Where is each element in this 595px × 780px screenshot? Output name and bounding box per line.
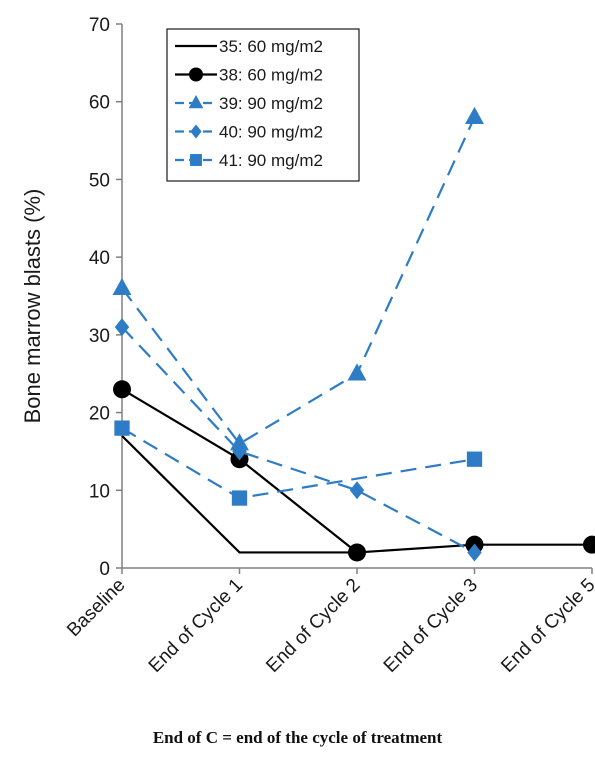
legend: 35: 60 mg/m2 38: 60 mg/m2 39: 90 mg/m2 40: … [166, 28, 360, 182]
legend-marker [190, 124, 202, 139]
y-tick-label: 30 [89, 326, 110, 347]
data-point [348, 543, 366, 562]
series-line [121, 326, 476, 554]
series-line [121, 435, 357, 554]
x-tick-label: End of Cycle 1 [145, 575, 247, 677]
legend-label: 40: 90 mg/m2 [219, 123, 323, 142]
legend-label: 38: 60 mg/m2 [219, 66, 323, 85]
data-point [466, 451, 483, 467]
legend-item: 41: 90 mg/m2 [175, 151, 323, 170]
series-layer [112, 106, 595, 562]
legend-label: 41: 90 mg/m2 [219, 151, 323, 170]
data-point [232, 442, 247, 461]
series-1 [113, 380, 595, 562]
legend-item: 40: 90 mg/m2 [175, 123, 323, 142]
data-point [349, 481, 365, 500]
data-point [583, 535, 595, 554]
data-point [467, 543, 482, 562]
x-tick-label: End of Cycle 2 [262, 575, 364, 677]
legend-item: 39: 90 mg/m2 [175, 94, 323, 113]
data-point [114, 420, 130, 436]
data-point [113, 380, 131, 399]
data-point [231, 490, 248, 506]
legend-item: 35: 60 mg/m2 [175, 37, 323, 56]
legend-marker [188, 94, 204, 109]
series-line [121, 116, 476, 446]
x-tick-label: End of Cycle 5 [497, 575, 595, 677]
y-axis-label: Bone marrow blasts (%) [20, 189, 45, 424]
data-point [347, 363, 367, 381]
data-point [114, 318, 130, 337]
caption: End of C = end of the cycle of treatment [152, 728, 443, 747]
legend-marker [189, 67, 203, 82]
data-point [112, 277, 132, 295]
data-point [465, 106, 484, 125]
legend-marker [190, 154, 202, 166]
y-tick-label: 10 [89, 481, 110, 502]
series-0 [121, 435, 357, 554]
legend-label: 39: 90 mg/m2 [219, 94, 323, 113]
series-4 [114, 420, 483, 506]
y-tick-label: 40 [89, 248, 110, 269]
y-tick-label: 20 [89, 404, 110, 425]
y-tick-label: 0 [99, 559, 110, 580]
y-tick-label: 50 [89, 170, 110, 191]
x-tick-label: End of Cycle 3 [380, 575, 482, 677]
legend-item: 38: 60 mg/m2 [175, 66, 323, 85]
y-tick-label: 60 [89, 93, 110, 114]
y-tick-label: 70 [89, 15, 110, 36]
x-tick-label: Baseline [63, 575, 129, 641]
series-3 [114, 318, 482, 562]
legend-label: 35: 60 mg/m2 [219, 37, 323, 56]
